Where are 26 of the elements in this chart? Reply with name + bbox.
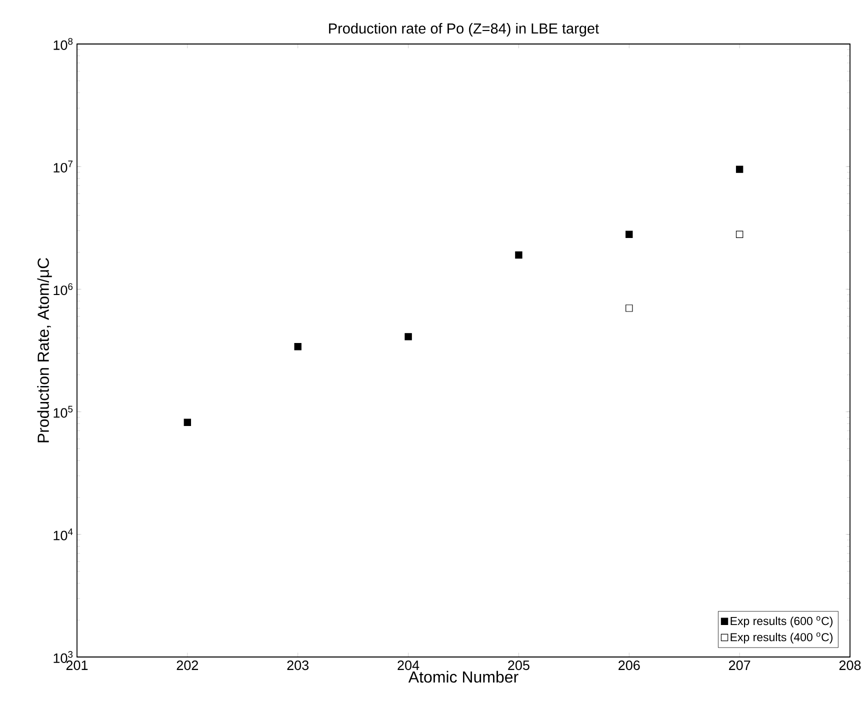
point bbox=[626, 230, 633, 238]
y-axis-title: Production Rate, Atom/μC bbox=[37, 258, 52, 442]
point bbox=[404, 333, 412, 340]
x-tick-label: 202 bbox=[176, 660, 198, 670]
point bbox=[736, 230, 744, 238]
point bbox=[184, 418, 192, 426]
point bbox=[294, 343, 302, 350]
x-tick-label: 204 bbox=[398, 660, 420, 670]
x-tick-label: 203 bbox=[287, 660, 309, 670]
x-axis-title: Atomic Number bbox=[408, 670, 518, 683]
point bbox=[736, 166, 744, 173]
point bbox=[515, 251, 522, 259]
y-tick-label: 10$^{4}$ bbox=[54, 528, 73, 540]
y-tick-label: 10$^{7}$ bbox=[54, 160, 73, 172]
x-tick-label: 205 bbox=[508, 660, 530, 670]
y-tick-label: 10$^{8}$ bbox=[54, 38, 73, 50]
legend-label: Exp results (400 $^{o}$C) bbox=[730, 632, 832, 644]
y-tick-label: 10$^{6}$ bbox=[54, 283, 73, 296]
x-tick-label: 207 bbox=[728, 660, 750, 670]
chart-title: Production rate of Po (Z=84) in LBE target bbox=[329, 22, 599, 36]
y-tick-label: 10$^{5}$ bbox=[54, 406, 73, 418]
x-tick-label: 206 bbox=[618, 660, 640, 670]
legend-label: Exp results (600 $^{o}$C) bbox=[730, 616, 832, 628]
x-tick-label: 201 bbox=[66, 660, 88, 670]
x-tick-label: 208 bbox=[839, 660, 861, 670]
point bbox=[626, 304, 633, 312]
